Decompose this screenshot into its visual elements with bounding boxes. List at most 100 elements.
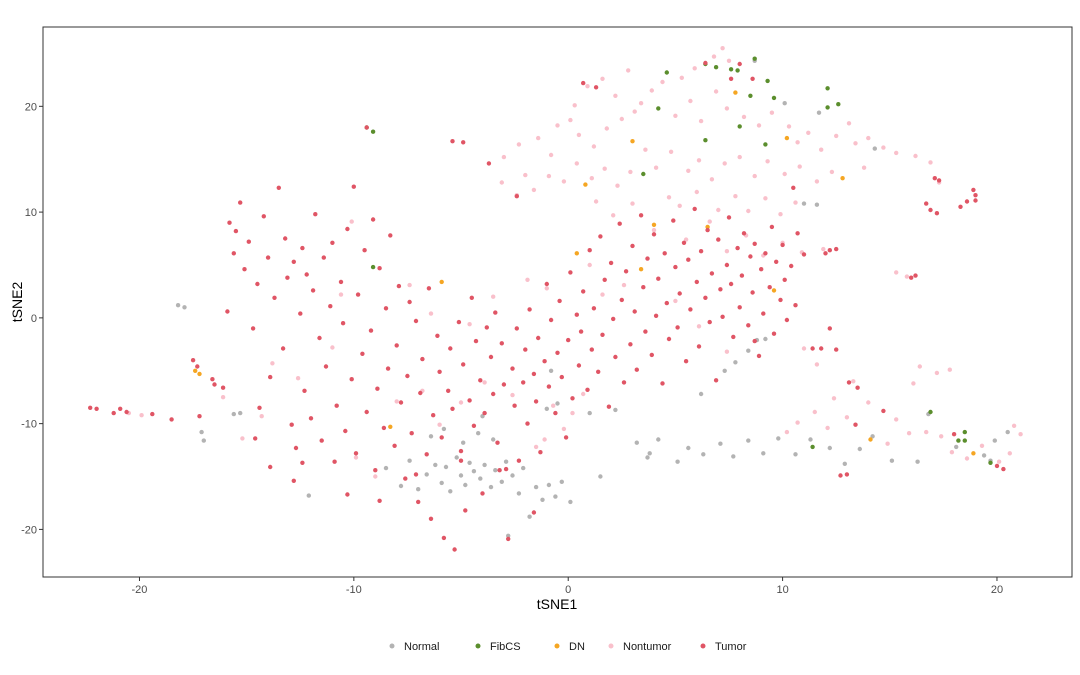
point-tumor bbox=[334, 403, 339, 408]
point-tumor bbox=[491, 391, 496, 397]
point-tumor bbox=[368, 328, 374, 333]
point-tumor bbox=[398, 400, 404, 405]
point-tumor bbox=[424, 452, 429, 457]
point-tumor bbox=[720, 314, 725, 319]
point-normal bbox=[698, 391, 704, 397]
point-tumor bbox=[951, 432, 957, 437]
point-nontumor bbox=[846, 121, 852, 126]
point-nontumor bbox=[593, 199, 599, 204]
point-nontumor bbox=[861, 165, 867, 170]
point-tumor bbox=[827, 326, 832, 331]
point-tumor bbox=[409, 431, 414, 436]
legend-label-normal: Normal bbox=[404, 641, 439, 653]
y-tick-label: 20 bbox=[25, 101, 37, 113]
legend-key-normal bbox=[389, 643, 395, 649]
point-tumor bbox=[353, 451, 359, 456]
point-tumor bbox=[484, 325, 489, 330]
point-dn bbox=[840, 176, 845, 181]
legend-key-tumor bbox=[700, 643, 706, 649]
point-nontumor bbox=[523, 172, 528, 178]
point-tumor bbox=[735, 245, 740, 251]
point-nontumor bbox=[795, 140, 800, 145]
point-normal bbox=[746, 348, 751, 353]
point-nontumor bbox=[679, 75, 684, 81]
point-normal bbox=[1005, 429, 1010, 435]
point-tumor bbox=[688, 307, 693, 312]
point-nontumor bbox=[604, 126, 609, 131]
point-tumor bbox=[855, 385, 860, 390]
point-fibcs bbox=[836, 102, 841, 107]
point-tumor bbox=[298, 311, 303, 316]
point-nontumor bbox=[673, 113, 678, 119]
point-fibcs bbox=[988, 460, 993, 465]
point-nontumor bbox=[628, 169, 633, 175]
point-nontumor bbox=[713, 89, 719, 94]
x-tick-label: -10 bbox=[346, 584, 362, 596]
legend-key-dn bbox=[554, 643, 560, 649]
point-normal bbox=[981, 453, 987, 458]
point-tumor bbox=[437, 369, 442, 374]
point-tumor bbox=[651, 232, 657, 237]
point-tumor bbox=[373, 468, 378, 473]
point-nontumor bbox=[844, 415, 850, 420]
point-nontumor bbox=[763, 196, 768, 201]
point-tumor bbox=[924, 201, 929, 206]
point-tumor bbox=[782, 277, 787, 282]
point-tumor bbox=[576, 363, 582, 368]
point-tumor bbox=[546, 384, 552, 389]
point-tumor bbox=[784, 317, 790, 323]
point-normal bbox=[175, 303, 181, 308]
point-tumor bbox=[596, 369, 601, 374]
point-nontumor bbox=[632, 109, 637, 114]
point-normal bbox=[763, 336, 768, 342]
point-dn bbox=[197, 371, 202, 377]
point-tumor bbox=[265, 255, 271, 260]
point-tumor bbox=[834, 347, 839, 352]
point-tumor bbox=[973, 198, 978, 203]
point-tumor bbox=[958, 204, 963, 209]
point-nontumor bbox=[765, 159, 770, 164]
point-tumor bbox=[548, 317, 554, 323]
point-tumor bbox=[737, 305, 742, 310]
point-nontumor bbox=[885, 441, 890, 446]
point-tumor bbox=[261, 214, 266, 219]
point-tumor bbox=[242, 267, 247, 272]
point-normal bbox=[548, 368, 554, 373]
point-tumor bbox=[456, 319, 462, 325]
point-tumor bbox=[973, 193, 978, 198]
point-nontumor bbox=[851, 379, 856, 384]
point-nontumor bbox=[428, 311, 434, 316]
point-tumor bbox=[467, 398, 472, 403]
point-tumor bbox=[681, 240, 687, 245]
point-tumor bbox=[726, 215, 732, 220]
point-nontumor bbox=[834, 133, 839, 139]
point-tumor bbox=[420, 356, 425, 362]
point-fibcs bbox=[664, 70, 669, 75]
point-normal bbox=[793, 452, 798, 457]
point-nontumor bbox=[651, 227, 657, 233]
point-tumor bbox=[750, 76, 755, 82]
point-tumor bbox=[666, 336, 672, 342]
point-tumor bbox=[656, 276, 661, 281]
point-tumor bbox=[497, 468, 502, 473]
point-nontumor bbox=[467, 322, 472, 327]
point-fibcs bbox=[748, 93, 753, 99]
point-normal bbox=[499, 479, 504, 484]
point-tumor bbox=[774, 259, 779, 264]
legend-label-nontumor: Nontumor bbox=[623, 641, 672, 653]
point-tumor bbox=[716, 237, 721, 242]
point-nontumor bbox=[259, 414, 264, 419]
point-fibcs bbox=[825, 105, 830, 110]
point-tumor bbox=[291, 478, 296, 483]
point-nontumor bbox=[784, 429, 790, 435]
point-nontumor bbox=[574, 161, 579, 166]
point-tumor bbox=[510, 366, 515, 371]
point-tumor bbox=[780, 242, 785, 248]
point-tumor bbox=[660, 381, 665, 386]
points-layer bbox=[88, 46, 1023, 552]
point-tumor bbox=[501, 382, 507, 387]
point-nontumor bbox=[949, 450, 955, 455]
point-fibcs bbox=[656, 106, 661, 111]
point-tumor bbox=[619, 297, 624, 303]
point-nontumor bbox=[756, 123, 762, 128]
